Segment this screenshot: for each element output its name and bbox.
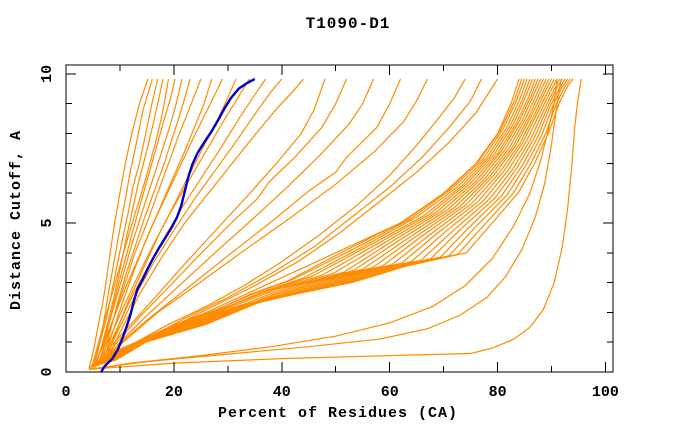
x-axis-label: Percent of Residues (CA) [218,405,458,422]
model-curve [100,78,544,365]
highlighted-model-curve [100,77,256,373]
model-curve [101,78,428,365]
model-curve [90,78,562,370]
x-tick-label: 100 [592,384,619,401]
model-curve [96,78,534,366]
x-tick-label: 40 [273,384,291,401]
x-tick-label: 60 [381,384,399,401]
model-curve [99,78,542,365]
model-curve [114,78,574,362]
model-curve [89,78,159,370]
model-curve [92,78,582,370]
model-curve [112,78,569,362]
y-tick-label: 5 [39,218,56,227]
model-curve [97,78,250,365]
model-curve [91,78,170,368]
model-curve [89,78,520,368]
model-curve [93,78,183,370]
model-curve [104,78,553,364]
model-curve [98,78,348,365]
plot-border [65,64,614,373]
x-tick-label: 20 [165,384,183,401]
y-tick-label: 10 [39,65,56,83]
model-curve [102,78,547,365]
x-tick-label: 80 [489,384,507,401]
highlight-curve-layer [100,77,256,373]
model-curve [103,78,283,362]
y-axis-label: Distance Cutoff, A [8,130,25,310]
model-curve [105,78,555,364]
chart-title: T1090-D1 [306,15,391,33]
x-tick-label: 0 [61,384,70,401]
model-curve [106,78,558,364]
model-curve [96,78,402,367]
model-curve [89,78,558,371]
tick-labels-layer: 0 20 40 60 80 100 0 5 10 [39,65,619,401]
y-tick-label: 0 [39,367,56,376]
model-curve [97,78,176,367]
model-curve [96,78,202,367]
axes-layer [65,64,614,373]
model-curve [103,78,375,364]
model-curve [109,78,563,363]
model-curve [92,78,223,368]
model-curve [95,78,164,367]
model-curve [103,78,550,364]
model-curve [92,78,526,367]
model-curve [113,78,571,362]
model-curves-layer [88,78,582,371]
model-curve [101,78,267,364]
model-curve [107,78,561,363]
model-curve [98,78,539,366]
model-curve [88,78,149,370]
